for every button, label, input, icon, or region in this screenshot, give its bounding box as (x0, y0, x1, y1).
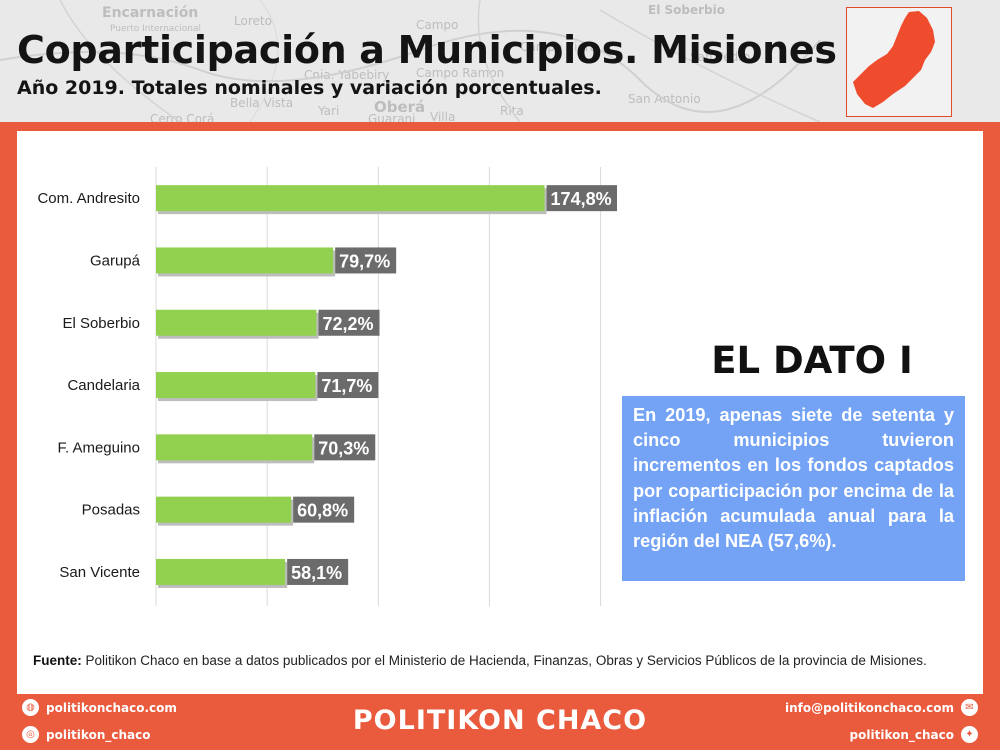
value-label-bg (293, 496, 355, 523)
mail-icon: ✉ (961, 699, 978, 716)
map-roads (0, 0, 821, 122)
value-label: 58,1% (291, 563, 342, 583)
footer-twitter[interactable]: politikon_chaco ✦ (850, 726, 978, 743)
value-label-bg (287, 558, 349, 585)
province-map (846, 7, 952, 117)
bar (156, 496, 292, 523)
value-label: 71,7% (321, 376, 372, 396)
map-label: Campo Viera (520, 40, 598, 54)
map-label: Puerto Internacional (110, 24, 201, 34)
map-label: Villa (430, 110, 456, 122)
instagram-icon: ◎ (22, 726, 39, 743)
page-title: Coparticipación a Municipios. Misiones (17, 28, 837, 72)
footer-brand: POLITIKON CHACO (352, 705, 648, 736)
page-subtitle: Año 2019. Totales nominales y variación … (17, 77, 602, 99)
source-note: Fuente: Politikon Chaco en base a datos … (33, 652, 963, 669)
map-label: Oberá (374, 98, 426, 116)
value-label: 79,7% (339, 251, 390, 271)
footer-instagram[interactable]: ◎ politikon_chaco (22, 726, 150, 743)
footer-web-text: politikonchaco.com (46, 700, 177, 715)
category-label: Garupá (90, 252, 141, 269)
map-label: Encarnación (102, 5, 199, 21)
category-label: F. Ameguino (57, 439, 140, 456)
bar (156, 558, 286, 585)
value-label: 60,8% (297, 501, 348, 521)
map-label: Cnia. Yabebiry (304, 68, 390, 82)
twitter-icon: ✦ (961, 726, 978, 743)
dato-text: En 2019, apenas siete de setenta y cinco… (633, 405, 954, 552)
map-label: Campo (416, 18, 459, 32)
category-label: El Soberbio (62, 315, 140, 332)
source-label: Fuente: (33, 653, 82, 668)
map-label: Yari (318, 104, 340, 118)
dato-box: En 2019, apenas siete de setenta y cinco… (622, 396, 965, 581)
footer: ◍ politikonchaco.com ◎ politikon_chaco P… (0, 694, 1000, 750)
map-label: El Soberbio (648, 3, 725, 17)
misiones-map-icon (853, 11, 935, 108)
footer-web[interactable]: ◍ politikonchaco.com (22, 699, 177, 716)
source-text: Politikon Chaco en base a datos publicad… (85, 653, 927, 668)
footer-email[interactable]: info@politikonchaco.com ✉ (785, 699, 978, 716)
category-label: Com. Andresito (37, 190, 140, 207)
category-label: Candelaria (67, 377, 140, 394)
map-label: San Pedro (690, 50, 751, 64)
content-panel: Com. Andresito 174,8% Garupá 79,7% El Soberb… (17, 131, 983, 694)
value-label: 70,3% (318, 438, 369, 458)
category-label: San Vicente (59, 564, 140, 581)
value-label-bg (318, 309, 380, 336)
bar (156, 247, 334, 274)
bar (156, 309, 317, 336)
footer-email-text: info@politikonchaco.com (784, 700, 954, 715)
bar (156, 372, 316, 399)
globe-icon: ◍ (22, 699, 39, 716)
footer-twitter-text: politikon_chaco (849, 727, 954, 742)
category-label: Posadas (82, 502, 140, 519)
bar (156, 185, 545, 212)
value-label-bg (317, 372, 379, 399)
bar-chart: Com. Andresito 174,8% Garupá 79,7% El Soberb… (37, 167, 617, 606)
header: Encarnación Loreto Campo El Soberbio Cni… (0, 0, 1000, 122)
bar (156, 434, 313, 461)
map-label: Loreto (234, 14, 272, 28)
value-label-bg (314, 434, 376, 461)
value-label-bg (546, 185, 617, 212)
map-label: Campo Ramon (416, 66, 505, 80)
value-label-bg (335, 247, 397, 274)
map-label: Cerro Corá (150, 112, 215, 122)
value-label: 174,8% (551, 189, 612, 209)
dato-title: EL DATO I (711, 339, 913, 382)
value-label: 72,2% (322, 314, 373, 334)
map-label: Guarani (368, 112, 416, 122)
footer-instagram-text: politikon_chaco (46, 727, 151, 742)
